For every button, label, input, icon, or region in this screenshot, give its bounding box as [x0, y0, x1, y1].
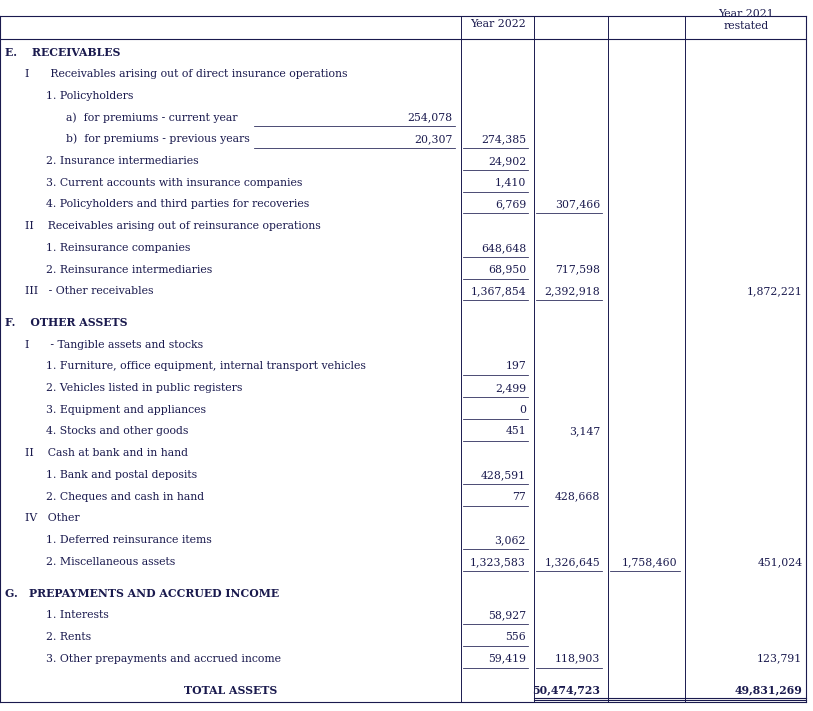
Text: III   - Other receivables: III - Other receivables [25, 287, 154, 296]
Text: 68,950: 68,950 [488, 264, 526, 274]
Text: 451: 451 [505, 427, 526, 437]
Text: 2. Reinsurance intermediaries: 2. Reinsurance intermediaries [46, 264, 211, 274]
Text: 428,591: 428,591 [480, 470, 526, 480]
Text: 2. Rents: 2. Rents [46, 632, 91, 642]
Text: 59,419: 59,419 [488, 653, 526, 663]
Text: 6,769: 6,769 [495, 199, 526, 209]
Text: 4. Stocks and other goods: 4. Stocks and other goods [46, 427, 188, 437]
Text: 20,307: 20,307 [415, 134, 453, 144]
Text: 2. Vehicles listed in public registers: 2. Vehicles listed in public registers [46, 383, 242, 393]
Text: 4. Policyholders and third parties for recoveries: 4. Policyholders and third parties for r… [46, 199, 309, 209]
Text: 1. Deferred reinsurance items: 1. Deferred reinsurance items [46, 535, 211, 545]
Text: 1. Interests: 1. Interests [46, 610, 108, 620]
Text: a)  for premiums - current year: a) for premiums - current year [66, 112, 237, 122]
Text: 0: 0 [519, 405, 526, 415]
Text: 274,385: 274,385 [480, 134, 526, 144]
Text: 556: 556 [505, 632, 526, 642]
Text: 451,024: 451,024 [757, 557, 802, 567]
Text: II    Cash at bank and in hand: II Cash at bank and in hand [25, 448, 188, 458]
Text: TOTAL ASSETS: TOTAL ASSETS [184, 685, 277, 695]
Text: 648,648: 648,648 [480, 242, 526, 253]
Text: 1,323,583: 1,323,583 [470, 557, 526, 567]
Text: 1. Furniture, office equipment, internal transport vehicles: 1. Furniture, office equipment, internal… [46, 361, 365, 371]
Text: 118,903: 118,903 [554, 653, 600, 663]
Text: 1,410: 1,410 [494, 178, 526, 188]
Text: 2,499: 2,499 [495, 383, 526, 393]
Text: IV   Other: IV Other [25, 513, 80, 523]
Text: 3,062: 3,062 [494, 535, 526, 545]
Text: 2. Insurance intermediaries: 2. Insurance intermediaries [46, 156, 198, 166]
Text: Year 2022: Year 2022 [470, 18, 525, 29]
Text: II    Receivables arising out of reinsurance operations: II Receivables arising out of reinsuranc… [25, 221, 321, 231]
Text: 24,902: 24,902 [488, 156, 526, 166]
Text: 123,791: 123,791 [757, 653, 802, 663]
Text: 3,147: 3,147 [569, 427, 600, 437]
Text: 254,078: 254,078 [407, 112, 453, 122]
Text: I      - Tangible assets and stocks: I - Tangible assets and stocks [25, 340, 203, 350]
Text: 2. Miscellaneous assets: 2. Miscellaneous assets [46, 557, 175, 567]
Text: 50,474,723: 50,474,723 [532, 685, 600, 695]
Text: 49,831,269: 49,831,269 [735, 685, 802, 695]
Text: G.   PREPAYMENTS AND ACCRUED INCOME: G. PREPAYMENTS AND ACCRUED INCOME [5, 588, 279, 599]
Text: 197: 197 [505, 361, 526, 371]
Text: 1. Bank and postal deposits: 1. Bank and postal deposits [46, 470, 197, 480]
Text: 1. Reinsurance companies: 1. Reinsurance companies [46, 242, 190, 253]
Text: 1,758,460: 1,758,460 [622, 557, 677, 567]
Text: Year 2021
restated: Year 2021 restated [718, 9, 774, 31]
Text: E.    RECEIVABLES: E. RECEIVABLES [5, 47, 120, 58]
Text: 1,872,221: 1,872,221 [746, 287, 802, 296]
Text: 3. Current accounts with insurance companies: 3. Current accounts with insurance compa… [46, 178, 302, 188]
Text: 58,927: 58,927 [488, 610, 526, 620]
Text: 428,668: 428,668 [554, 492, 600, 502]
Text: 3. Equipment and appliances: 3. Equipment and appliances [46, 405, 206, 415]
Text: F.    OTHER ASSETS: F. OTHER ASSETS [5, 317, 128, 328]
Text: 1. Policyholders: 1. Policyholders [46, 90, 133, 100]
Text: I      Receivables arising out of direct insurance operations: I Receivables arising out of direct insu… [25, 69, 348, 79]
Text: 3. Other prepayments and accrued income: 3. Other prepayments and accrued income [46, 653, 280, 663]
Text: 77: 77 [512, 492, 526, 502]
Text: 2. Cheques and cash in hand: 2. Cheques and cash in hand [46, 492, 203, 502]
Text: 2,392,918: 2,392,918 [544, 287, 600, 296]
Text: 307,466: 307,466 [554, 199, 600, 209]
Text: 1,367,854: 1,367,854 [471, 287, 526, 296]
Text: b)  for premiums - previous years: b) for premiums - previous years [66, 134, 250, 144]
Text: 717,598: 717,598 [555, 264, 600, 274]
Text: 1,326,645: 1,326,645 [544, 557, 600, 567]
